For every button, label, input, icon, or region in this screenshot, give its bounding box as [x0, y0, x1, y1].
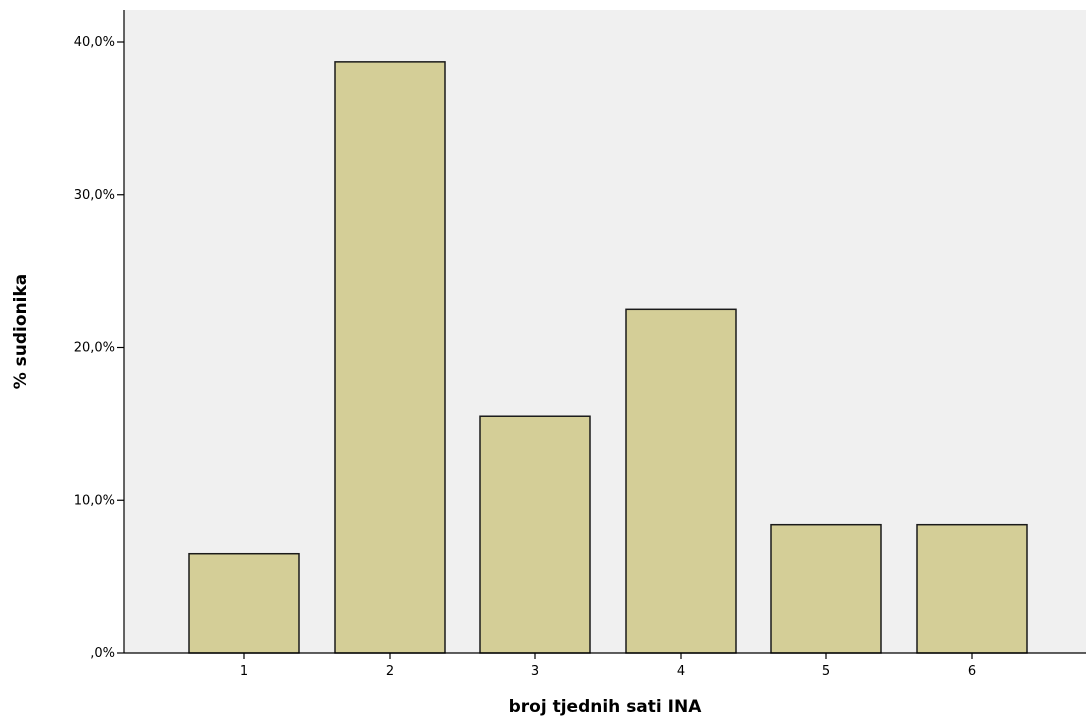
y-tick-label: 30,0%	[74, 188, 115, 203]
y-axis: ,0% 10,0% 20,0% 30,0% 40,0%	[74, 10, 125, 661]
x-tick-label: 6	[968, 664, 976, 679]
x-tick-label: 4	[677, 664, 685, 679]
bar-1	[188, 552, 300, 654]
y-tick-label: 10,0%	[74, 493, 115, 508]
bar-3	[479, 415, 591, 654]
y-tick-label: 20,0%	[74, 341, 115, 356]
bar-5	[770, 523, 882, 654]
y-tick-label: ,0%	[90, 646, 115, 661]
bar-4	[625, 308, 737, 654]
bars-layer	[188, 61, 1028, 654]
x-axis-title: broj tjednih sati INA	[509, 697, 703, 717]
x-tick-label: 1	[240, 664, 248, 679]
bar-2	[334, 61, 446, 654]
x-tick-label: 3	[531, 664, 539, 679]
x-tick-label: 5	[822, 664, 830, 679]
y-axis-title: % sudionika	[11, 274, 31, 390]
y-tick-label: 40,0%	[74, 35, 115, 50]
x-axis: 1 2 3 4 5 6	[124, 652, 1086, 679]
bar-6	[916, 523, 1028, 654]
x-tick-label: 2	[386, 664, 394, 679]
